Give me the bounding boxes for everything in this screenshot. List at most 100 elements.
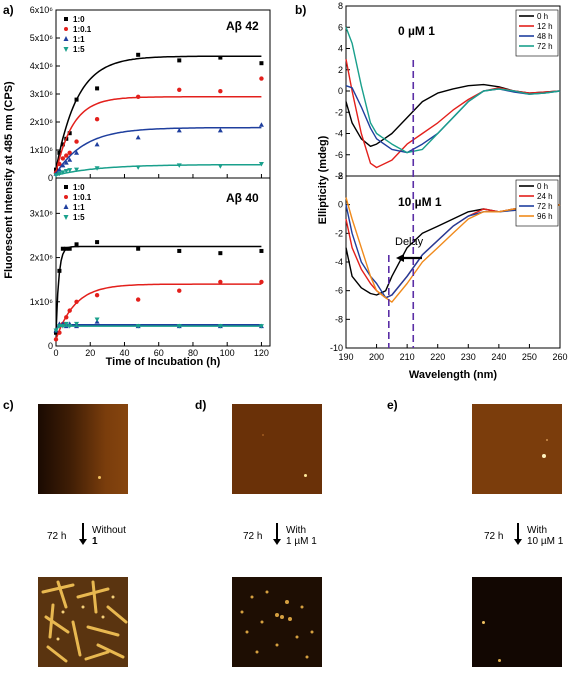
legend-label: 1:1 — [73, 35, 85, 44]
bottom-fit-1:0.1 — [55, 283, 262, 340]
legend-marker — [64, 17, 68, 21]
top-cd-y-tick-label: -6 — [335, 150, 343, 160]
condition-e-line1: With — [527, 525, 547, 536]
top-cd-y-tick-label: 2 — [338, 65, 343, 75]
top-point — [63, 169, 69, 174]
x-tick-label: 80 — [188, 348, 198, 358]
bottom-point — [57, 268, 62, 273]
bottom-cd-y-tick-label: -4 — [335, 257, 343, 267]
bottom-point — [53, 337, 59, 342]
bottom-cd-y-ticks: -10 -8 -6 -4 -2 0 2 — [330, 171, 350, 353]
top-point — [218, 55, 223, 60]
legend-marker — [64, 27, 68, 31]
bottom-cd-y-tick-label: -6 — [335, 286, 343, 296]
top-point — [258, 122, 264, 127]
cd-x-axis-title: Wavelength (nm) — [409, 369, 498, 381]
panel-c-label: c) — [3, 398, 14, 412]
x-ticks: 0 20 40 60 80 100 120 — [53, 174, 269, 358]
bottom-point — [63, 321, 69, 327]
top-y-tick-label: 1x10⁶ — [30, 145, 54, 155]
bottom-plot-frame — [55, 177, 271, 347]
cd-x-ticks: 190 200 210 220 230 240 250 260 — [338, 344, 568, 362]
arrow-e — [514, 523, 522, 545]
cd-x-tick-label: 200 — [369, 352, 384, 362]
condition-d-line2: 1 µM 1 — [286, 536, 317, 547]
top-point — [135, 165, 141, 170]
bottom-cd-y-tick-label: -10 — [330, 343, 343, 353]
legend-label: 1:5 — [73, 45, 85, 54]
bottom-point — [53, 328, 59, 334]
bottom-cd-y-tick-label: -2 — [335, 228, 343, 238]
afm-image-c-after — [38, 577, 128, 667]
bottom-y-tick-label: 2x10⁶ — [30, 253, 54, 263]
cd-legend-label: 72 h — [537, 42, 553, 51]
bottom-point — [56, 324, 62, 329]
bottom-point — [64, 246, 69, 251]
top-cd-line-72 h — [345, 27, 561, 154]
top-point — [60, 170, 66, 175]
x-tick-label: 40 — [119, 348, 129, 358]
bottom-data — [53, 240, 264, 342]
top-y-tick-label: 6x10⁶ — [30, 5, 54, 15]
condition-d-line1: With — [286, 525, 306, 536]
bottom-plot-title: Aβ 40 — [226, 191, 259, 205]
cd-x-tick-label: 230 — [461, 352, 476, 362]
bottom-cd-legend: 0 h24 h72 h96 h — [515, 179, 559, 227]
top-y-tick-label: 0 — [48, 173, 53, 183]
top-y-tick-label: 2x10⁶ — [30, 117, 54, 127]
time-label-c: 72 h — [47, 531, 67, 542]
bottom-point — [74, 299, 79, 304]
bottom-point — [60, 246, 65, 251]
top-point — [57, 161, 62, 167]
top-fit-1:0 — [55, 55, 262, 170]
condition-e-line2: 10 µM 1 — [527, 536, 564, 547]
panel-e-label: e) — [387, 398, 398, 412]
x-tick-label: 100 — [220, 348, 235, 358]
top-point — [176, 163, 182, 168]
top-point — [218, 89, 223, 94]
top-cd-y-tick-label: -2 — [335, 107, 343, 117]
bottom-cd-y-tick-label: -8 — [335, 314, 343, 324]
cd-x-tick-label: 190 — [338, 352, 353, 362]
bottom-point — [60, 324, 66, 329]
panel-b-chart: b) 0 µM 1 10 µM 1 Ellipticity (mdeg) Wav… — [295, 1, 568, 381]
bottom-point — [57, 330, 62, 335]
top-point — [94, 166, 100, 171]
y-axis-title: Fluorescent Intensity at 485 nm (CPS) — [3, 81, 15, 279]
top-cd-y-tick-label: 4 — [338, 44, 343, 54]
top-legend: 1:01:0.11:11:5 — [63, 15, 92, 54]
top-cd-y-tick-label: 6 — [338, 22, 343, 32]
top-y-tick-label: 5x10⁶ — [30, 33, 54, 43]
afm-image-d-before — [232, 404, 322, 494]
bottom-cd-title: 10 µM 1 — [398, 195, 442, 209]
bottom-point — [67, 324, 73, 329]
cd-legend-box — [515, 9, 559, 57]
top-cd-title: 0 µM 1 — [398, 24, 435, 38]
condition-e: With 10 µM 1 — [527, 525, 563, 547]
condition-c: Without 1 — [92, 525, 126, 547]
bottom-point — [177, 288, 182, 293]
panel-a-chart: a) Aβ 42 Aβ 40 Fluorescent Intensity at … — [3, 3, 271, 368]
top-point — [94, 117, 100, 122]
top-point — [136, 52, 141, 57]
cd-legend-label: 12 h — [537, 22, 553, 31]
bottom-cd-y-tick-label: 2 — [338, 171, 343, 181]
top-point — [60, 156, 66, 161]
top-point — [74, 139, 79, 144]
bottom-point — [218, 279, 223, 285]
bottom-point — [258, 324, 264, 329]
bottom-fit-1:5 — [55, 325, 262, 331]
top-plot-frame — [55, 9, 271, 179]
top-point — [95, 86, 100, 91]
cd-legend-label: 72 h — [537, 202, 553, 211]
cd-x-tick-label: 210 — [400, 352, 415, 362]
top-fit-1:5 — [55, 163, 262, 176]
bottom-point — [95, 240, 100, 245]
cd-y-axis-title: Ellipticity (mdeg) — [317, 135, 329, 224]
bottom-point — [218, 251, 223, 256]
top-point — [74, 97, 79, 102]
legend-marker — [63, 215, 69, 220]
cd-legend-label: 24 h — [537, 192, 553, 201]
top-point — [63, 160, 69, 165]
top-point — [67, 131, 72, 136]
